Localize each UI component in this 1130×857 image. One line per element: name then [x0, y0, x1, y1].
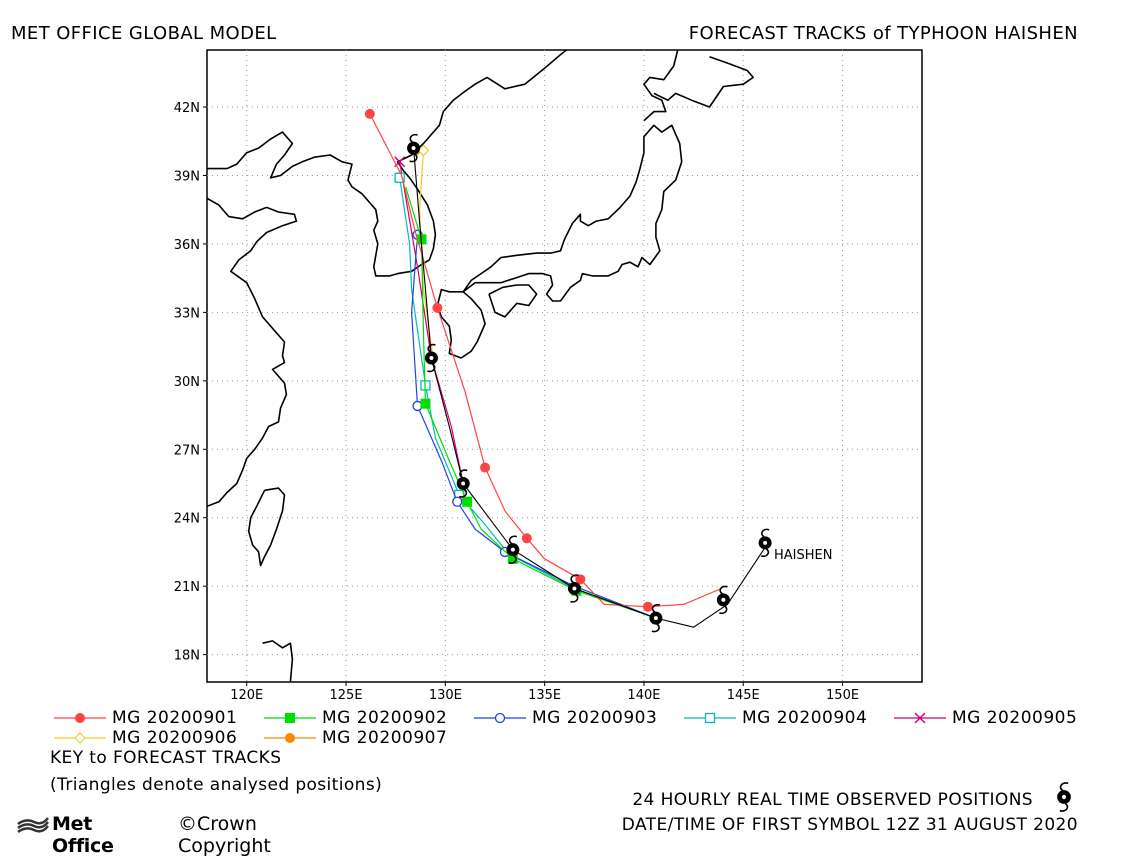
coastline	[643, 50, 679, 122]
lat-tick-label: 24N	[174, 512, 200, 527]
legend-swatch	[894, 712, 946, 724]
legend: MG 20200901 MG 20200902 MG 20200903 MG 2020…	[50, 708, 1120, 748]
lat-tick-label: 39N	[174, 169, 200, 184]
legend-swatch	[264, 733, 316, 743]
typhoon-symbol	[407, 133, 421, 163]
copyright-notice: ©Crown Copyright	[178, 813, 271, 857]
legend-label: MG 20200906	[112, 728, 238, 748]
legend-label: MG 20200903	[532, 708, 658, 728]
key-title: KEY to FORECAST TRACKS	[50, 748, 282, 768]
lon-tick-label: 130E	[429, 688, 462, 703]
track-marker	[74, 732, 86, 744]
legend-label: MG 20200901	[112, 708, 238, 728]
track-marker	[417, 144, 430, 157]
first-symbol-datetime: DATE/TIME OF FIRST SYMBOL 12Z 31 AUGUST …	[621, 815, 1078, 835]
coastline	[462, 124, 683, 302]
coastlines	[207, 50, 755, 682]
lat-tick-label: 42N	[174, 101, 200, 116]
forecast-track-line	[369, 113, 722, 608]
track-marker	[432, 302, 443, 313]
map-plot-area	[206, 49, 923, 683]
typhoon-symbol	[649, 603, 663, 633]
legend-swatch	[54, 732, 106, 744]
coastline	[247, 487, 286, 567]
forecast-track-line	[399, 177, 657, 619]
lon-tick-label: 120E	[230, 688, 263, 703]
lon-tick-label: 150E	[826, 688, 859, 703]
typhoon-symbol	[567, 574, 581, 603]
legend-item: MG 20200904	[680, 708, 885, 728]
track-marker	[914, 712, 926, 724]
track-marker	[452, 496, 463, 507]
axis-ticks: 120E 125E 130E 135E 140E 145E 150E 18N 21N 24N 27N…	[174, 101, 859, 703]
legend-item: MG 20200902	[260, 708, 465, 728]
track-marker	[507, 553, 518, 564]
storm-name-label: HAISHEN	[774, 548, 832, 563]
track-marker	[521, 533, 532, 544]
coastline	[207, 50, 567, 277]
observed-positions-label: 24 HOURLY REAL TIME OBSERVED POSITIONS	[632, 790, 1033, 810]
track-marker	[75, 713, 85, 723]
lat-tick-label: 36N	[174, 238, 200, 253]
legend-label: MG 20200907	[322, 728, 448, 748]
typhoon-symbol	[1057, 782, 1071, 812]
lat-tick-label: 27N	[174, 443, 200, 458]
met-office-logo-icon	[17, 817, 49, 833]
legend-item: MG 20200905	[890, 708, 1095, 728]
typhoon-symbol	[758, 528, 772, 558]
legend-label: MG 20200902	[322, 708, 448, 728]
lon-tick-label: 125E	[330, 688, 363, 703]
track-marker	[285, 713, 295, 723]
coastline	[488, 284, 538, 318]
lon-tick-label: 140E	[627, 688, 660, 703]
track-marker	[364, 108, 375, 119]
track-marker	[494, 712, 506, 724]
track-marker	[642, 601, 653, 612]
observed-track	[407, 133, 772, 633]
typhoon-symbol	[716, 585, 730, 615]
model-title: MET OFFICE GLOBAL MODEL	[11, 23, 277, 44]
coastline	[436, 288, 486, 359]
track-marker	[462, 496, 473, 507]
lat-tick-label: 18N	[174, 649, 200, 664]
track-marker	[394, 172, 405, 183]
lon-tick-label: 145E	[727, 688, 760, 703]
legend-item: MG 20200907	[260, 728, 465, 748]
legend-item: MG 20200903	[470, 708, 675, 728]
typhoon-symbol	[456, 469, 470, 498]
legend-swatch	[474, 712, 526, 724]
key-note: (Triangles denote analysed positions)	[50, 775, 383, 795]
legend-label: MG 20200904	[742, 708, 868, 728]
track-marker	[704, 712, 716, 724]
legend-swatch	[684, 712, 736, 724]
graticule	[207, 50, 922, 682]
legend-item: MG 20200901	[50, 708, 255, 728]
track-marker	[285, 733, 295, 743]
legend-item: MG 20200906	[50, 728, 255, 748]
lon-tick-label: 135E	[528, 688, 561, 703]
track-marker	[575, 574, 586, 585]
typhoon-symbol	[506, 535, 520, 564]
forecast-track	[364, 108, 722, 612]
chart-title: FORECAST TRACKS of TYPHOON HAISHEN	[688, 23, 1078, 44]
brand-name: Met Office	[52, 813, 114, 857]
coastline	[262, 640, 294, 682]
lat-tick-label: 30N	[174, 375, 200, 390]
typhoon-symbol-icon	[1057, 782, 1071, 812]
track-marker	[420, 398, 431, 409]
lat-tick-label: 33N	[174, 306, 200, 321]
legend-swatch	[264, 713, 316, 723]
coastline	[207, 197, 298, 508]
legend-label: MG 20200905	[952, 708, 1078, 728]
coastline	[653, 56, 755, 108]
legend-swatch	[54, 713, 106, 723]
typhoon-symbol	[424, 343, 438, 373]
lat-tick-label: 21N	[174, 580, 200, 595]
track-marker	[480, 462, 491, 473]
